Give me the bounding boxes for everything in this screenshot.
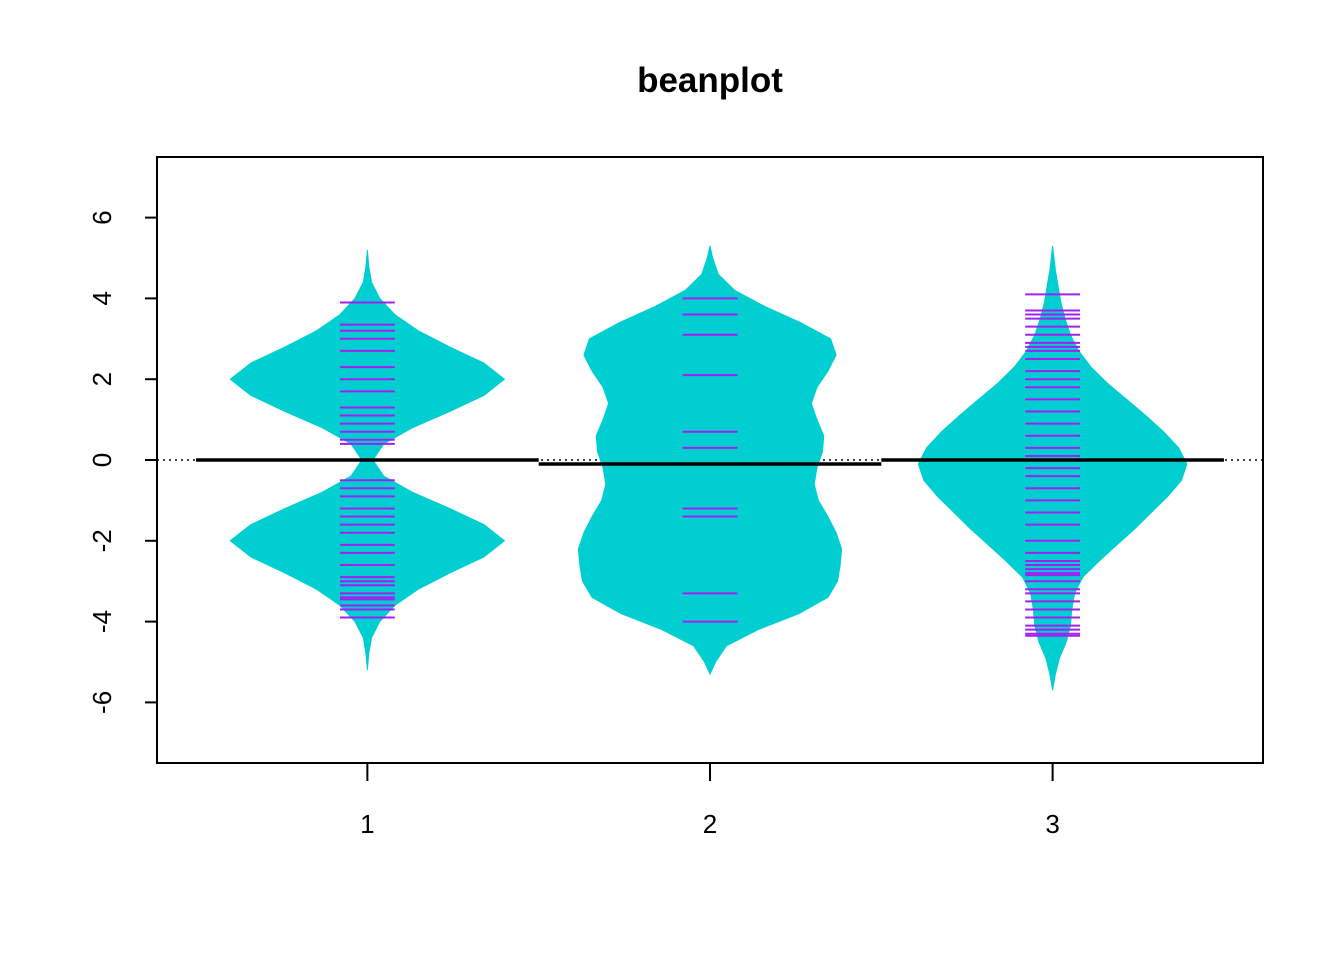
bean-1: [196, 249, 539, 671]
y-tick-label: 4: [87, 291, 117, 305]
y-tick-label: -2: [87, 529, 117, 552]
x-tick-label: 1: [360, 809, 374, 839]
y-tick-label: -4: [87, 610, 117, 633]
y-tick-label: 0: [87, 453, 117, 467]
y-tick-label: 6: [87, 210, 117, 224]
chart-title: beanplot: [637, 61, 783, 100]
axis-layer: -6 -4 -2 0 2 4 6 1 2 3: [87, 210, 1060, 839]
bean-layer: [157, 245, 1263, 691]
plot-frame: [156, 156, 1264, 764]
bean-2: [538, 245, 882, 676]
x-tick-label: 3: [1045, 809, 1059, 839]
y-tick-label: -6: [87, 691, 117, 714]
bean-3: [881, 245, 1224, 691]
bean-density-2: [577, 245, 843, 676]
x-tick-label: 2: [703, 809, 717, 839]
y-tick-label: 2: [87, 372, 117, 386]
